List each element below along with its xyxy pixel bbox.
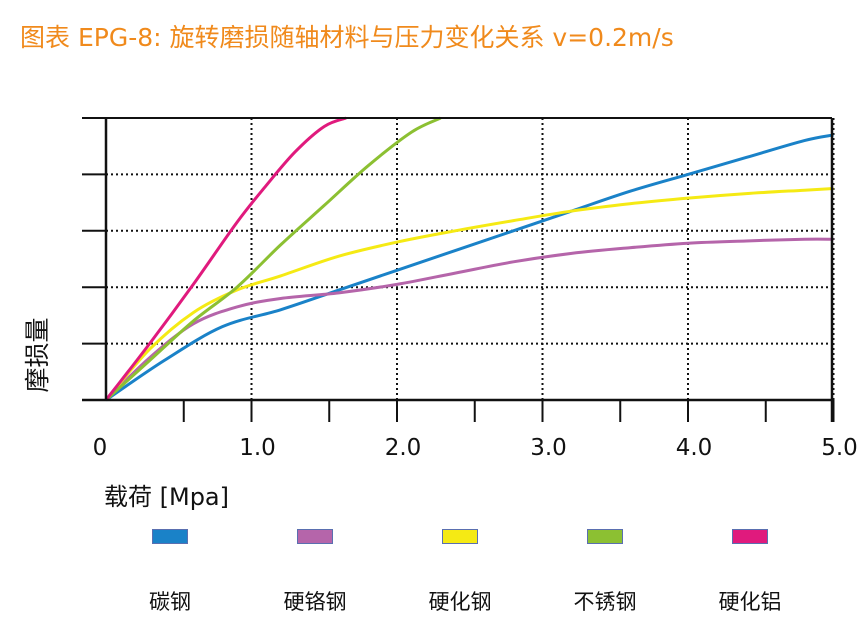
legend-item: 不锈钢 [535,525,675,625]
series-line-碳钢 [105,133,834,402]
legend-swatch [732,529,768,544]
legend-swatch [442,529,478,544]
legend-label: 碳钢 [149,590,191,614]
series-line-硬化铝 [104,116,347,401]
legend: 碳钢 硬铬钢 硬化钢 不锈钢 硬化铝 [100,525,860,625]
series-lines [104,116,834,402]
x-axis-label: 载荷 [Mpa] [104,483,229,511]
grid-lines [106,118,835,400]
legend-item: 碳钢 [100,525,240,625]
legend-item: 硬化钢 [390,525,530,625]
x-tick-label: 3.0 [530,435,567,461]
legend-swatch [152,529,188,544]
legend-item: 硬铬钢 [245,525,385,625]
tick-labels: 0 1.0 2.0 3.0 4.0 5.0 载荷 [Mpa] 摩损量 [23,317,858,511]
legend-label: 硬化铝 [718,590,782,614]
legend-swatch [587,529,623,544]
series-line-硬化钢 [104,187,834,401]
chart-title: 图表 EPG-8: 旋转磨损随轴材料与压力变化关系 v=0.2m/s [20,23,674,52]
y-axis-label: 摩损量 [23,317,52,392]
x-tick-label: 4.0 [676,435,713,461]
legend-label: 硬化钢 [428,590,492,614]
x-tick-label: 2.0 [385,435,422,461]
series-line-不锈钢 [104,116,442,402]
x-tick-label: 5.0 [821,435,858,461]
legend-label: 不锈钢 [573,590,637,614]
legend-item: 硬化铝 [680,525,820,625]
x-tick-label: 1.0 [239,435,276,461]
x-tick-label: 0 [93,435,108,461]
axes [82,117,835,422]
legend-label: 硬铬钢 [283,590,347,614]
legend-swatch [297,529,333,544]
series-line-硬铬钢 [104,237,834,402]
